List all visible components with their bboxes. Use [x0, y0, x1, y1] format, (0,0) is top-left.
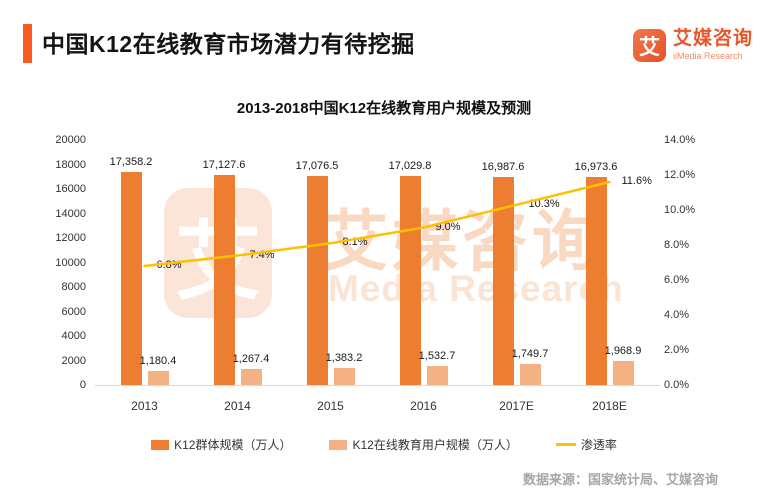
bar-k12-online-users [240, 369, 262, 385]
bar-value-label: 1,749.7 [511, 347, 549, 360]
line-point-label: 10.3% [528, 197, 560, 210]
y-axis-tick-right: 14.0% [664, 134, 696, 146]
x-axis-category: 2017E [499, 399, 534, 413]
y-axis-tick-left: 0 [79, 379, 86, 391]
bar-value-label: 1,968.9 [604, 344, 642, 357]
legend-label: K12群体规模（万人） [174, 438, 292, 452]
title-accent-bar [23, 24, 32, 63]
y-axis-tick-right: 12.0% [664, 169, 696, 181]
watermark-text-en: Media Research [328, 268, 624, 309]
x-axis-category: 2015 [317, 399, 344, 413]
y-axis-tick-left: 12000 [55, 232, 86, 244]
legend-swatch-line [555, 443, 576, 446]
bar-value-label: 16,987.6 [481, 160, 525, 173]
legend-label: 渗透率 [580, 438, 617, 452]
chart-legend: K12群体规模（万人） K12在线教育用户规模（万人） 渗透率 [0, 436, 768, 453]
legend-item: K12在线教育用户规模（万人） [329, 436, 518, 453]
y-axis-tick-left: 10000 [55, 256, 86, 269]
bar-k12-online-users [612, 360, 634, 385]
y-axis-tick-right: 10.0% [664, 204, 696, 216]
bar-k12-online-users [333, 368, 355, 385]
y-axis-tick-left: 4000 [61, 330, 86, 342]
bar-value-label: 17,029.8 [388, 160, 432, 173]
line-point-label: 7.4% [249, 248, 275, 261]
line-point-label: 11.6% [621, 175, 652, 187]
legend-swatch-bar [329, 439, 348, 450]
brand-logo: 艾 艾媒咨询 iiMedia Research [633, 29, 753, 62]
brand-logo-icon: 艾 [633, 29, 666, 62]
y-axis-tick-right: 2.0% [664, 344, 690, 356]
brand-name-cn: 艾媒咨询 [673, 28, 754, 49]
chart-title: 2013-2018中国K12在线教育用户规模及预测 [236, 100, 532, 117]
axis-baseline [95, 385, 660, 386]
bar-value-label: 17,076.5 [295, 159, 339, 172]
y-axis-tick-left: 14000 [55, 207, 86, 220]
y-axis-tick-left: 16000 [55, 183, 86, 195]
bar-value-label: 17,127.6 [202, 159, 246, 172]
bar-k12-online-users [147, 370, 169, 385]
x-axis-category: 2016 [410, 399, 437, 413]
bar-value-label: 1,383.2 [325, 352, 363, 365]
y-axis-tick-left: 6000 [61, 305, 86, 318]
legend-item: K12群体规模（万人） [151, 436, 291, 453]
y-axis-tick-left: 8000 [61, 281, 86, 293]
y-axis-tick-left: 18000 [55, 158, 86, 171]
y-axis-tick-right: 8.0% [664, 239, 690, 251]
bar-k12-population [120, 172, 142, 385]
x-axis-category: 2018E [592, 399, 627, 413]
line-point-label: 6.8% [156, 259, 182, 271]
y-axis-tick-left: 20000 [55, 134, 86, 146]
x-axis-category: 2013 [131, 399, 158, 413]
brand-logo-glyph: 艾 [639, 35, 660, 59]
y-axis-tick-right: 6.0% [664, 274, 690, 286]
line-point-label: 8.1% [342, 236, 368, 249]
y-axis-tick-right: 0.0% [664, 379, 690, 391]
brand-name-en: iiMedia Research [673, 51, 743, 61]
x-axis-category: 2014 [224, 399, 251, 413]
legend-swatch-bar [151, 439, 170, 450]
brand-logo-text: 艾媒咨询 iiMedia Research [673, 29, 753, 62]
legend-label: K12在线教育用户规模（万人） [352, 438, 518, 452]
line-point-label: 9.0% [435, 220, 461, 233]
bar-value-label: 17,358.2 [109, 156, 153, 169]
source-note: 数据来源：国家统计局、艾媒咨询 [522, 472, 718, 487]
page-title: 中国K12在线教育市场潜力有待挖掘 [42, 31, 415, 57]
bar-k12-online-users [519, 363, 541, 385]
bar-value-label: 1,267.4 [232, 353, 270, 366]
y-axis-tick-left: 2000 [61, 354, 86, 367]
bar-k12-online-users [426, 366, 448, 385]
y-axis-tick-right: 4.0% [664, 309, 690, 321]
legend-item: 渗透率 [555, 436, 617, 453]
bar-value-label: 1,532.7 [418, 350, 456, 363]
bar-value-label: 1,180.4 [139, 354, 177, 367]
bar-value-label: 16,973.6 [574, 161, 618, 174]
